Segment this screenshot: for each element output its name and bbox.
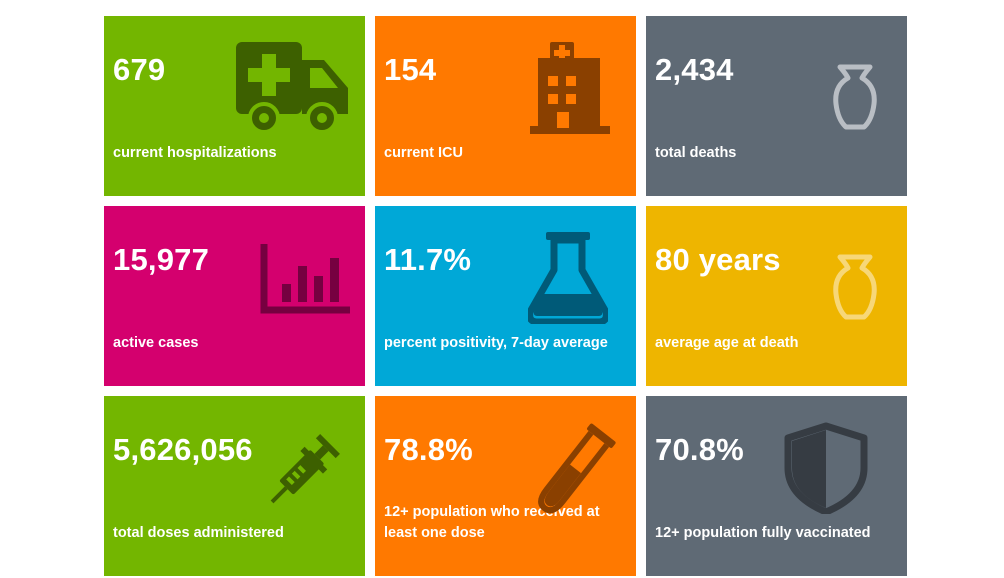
stat-value: 78.8% — [384, 432, 473, 467]
hospital-icon — [530, 42, 610, 134]
tile-percent-positivity: 11.7% percent positivity, 7-day average — [375, 206, 636, 386]
stat-value: 2,434 — [655, 52, 734, 87]
stat-value: 5,626,056 — [113, 432, 253, 467]
urn-icon — [832, 254, 878, 320]
urn-icon — [832, 64, 878, 130]
stat-label: current ICU — [384, 145, 463, 161]
stat-value: 679 — [113, 52, 166, 87]
stat-label: total deaths — [655, 145, 737, 161]
stat-value: 11.7% — [384, 242, 472, 277]
test-tube-icon — [525, 422, 621, 522]
stat-label: total doses administered — [113, 525, 284, 541]
bar-chart-icon — [260, 244, 352, 316]
stat-label: current hospitalizations — [113, 145, 277, 161]
stat-value: 154 — [384, 52, 437, 87]
tile-active-cases: 15,977 active cases — [104, 206, 365, 386]
tile-total-doses-administered: 5,626,056 total doses administered — [104, 396, 365, 576]
stat-label: active cases — [113, 335, 199, 351]
tile-current-hospitalizations: 679 current hospitalizations — [104, 16, 365, 196]
tile-population-fully-vaccinated: 70.8% 12+ population fully vaccinated — [646, 396, 907, 576]
tile-average-age-at-death: 80 years average age at death — [646, 206, 907, 386]
tile-population-at-least-one-dose: 78.8% 12+ population who received at lea… — [375, 396, 636, 576]
stat-value: 70.8% — [655, 432, 744, 467]
tile-current-icu: 154 current ICU — [375, 16, 636, 196]
stat-value: 15,977 — [113, 242, 210, 277]
stats-grid: 679 current hospitalizations 154 current… — [104, 16, 907, 576]
stat-label: percent positivity, 7-day average — [384, 335, 608, 351]
flask-icon — [528, 232, 608, 324]
stat-label: average age at death — [655, 335, 799, 351]
shield-icon — [782, 422, 870, 514]
syringe-icon — [258, 420, 354, 516]
stat-value: 80 years — [655, 242, 781, 277]
tile-total-deaths: 2,434 total deaths — [646, 16, 907, 196]
stat-label: 12+ population fully vaccinated — [655, 525, 871, 541]
ambulance-icon — [236, 42, 350, 132]
